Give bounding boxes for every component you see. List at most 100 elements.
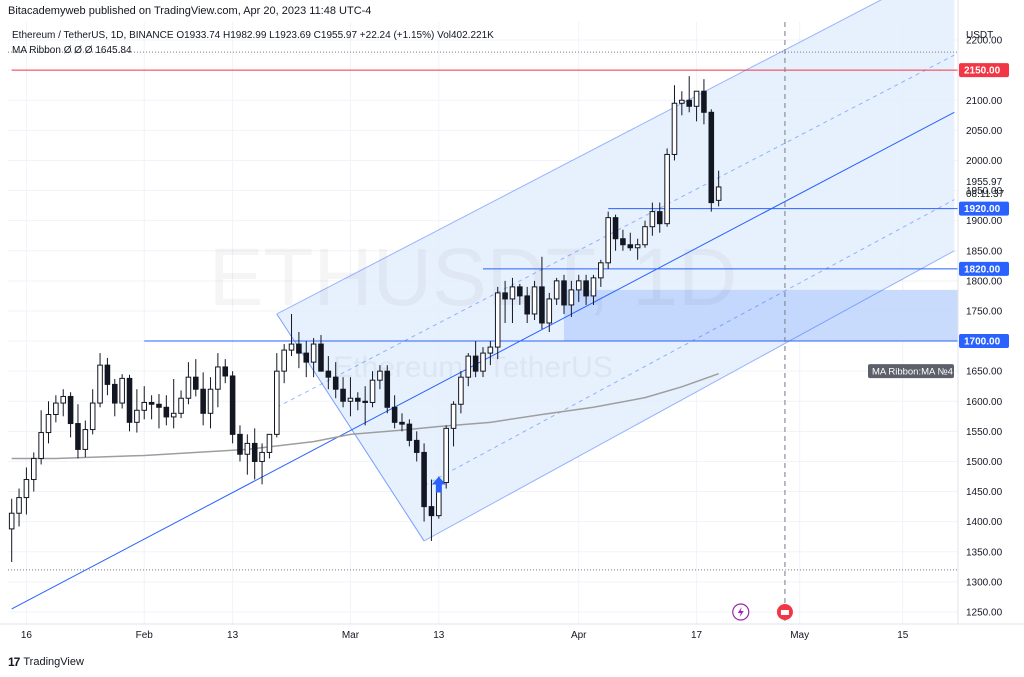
price-tick-label: 1600.00 — [966, 397, 1003, 408]
price-tick-label: 1900.00 — [966, 216, 1003, 227]
candle-body — [332, 376, 339, 390]
tradingview-logo-icon: 17 — [8, 655, 20, 669]
price-tick-label: 1950.00 — [966, 186, 1003, 197]
price-tick-label: 2200.00 — [966, 36, 1003, 47]
indicator-legend: MA Ribbon Ø Ø Ø 1645.84 — [12, 45, 132, 56]
candle-body — [443, 427, 449, 484]
candle-body — [266, 433, 273, 453]
time-tick-label: 13 — [433, 630, 445, 641]
candle-body — [531, 286, 538, 315]
price-tick-label: 2050.00 — [966, 126, 1003, 137]
candle-body — [362, 400, 368, 403]
price-tick-label: 1800.00 — [966, 276, 1003, 287]
level-label-1820.00: 1820.00 — [964, 264, 1001, 275]
time-tick-label: 17 — [691, 630, 703, 641]
candle-body — [75, 423, 81, 450]
candle-body — [318, 343, 324, 372]
price-tick-label: 1350.00 — [966, 547, 1003, 558]
candle-body — [274, 370, 280, 435]
candle-body — [8, 512, 15, 530]
time-tick-label: Feb — [136, 630, 154, 641]
publisher-header: Bitacademyweb published on TradingView.c… — [8, 5, 371, 17]
candle-body — [141, 401, 148, 411]
candle-body — [369, 379, 376, 403]
candle-body — [296, 343, 302, 354]
price-tick-label: 1750.00 — [966, 306, 1003, 317]
lightning-glyph-icon — [737, 607, 744, 617]
channel-lower-line — [423, 250, 955, 542]
candle-body — [517, 286, 523, 297]
candle-body — [413, 439, 420, 453]
candle-body — [45, 414, 52, 434]
candle-body — [546, 298, 553, 324]
candle-body — [178, 397, 184, 414]
candle-body — [671, 102, 678, 155]
candle-body — [590, 277, 597, 297]
time-tick-label: Mar — [342, 630, 360, 641]
price-tick-label: 1550.00 — [966, 427, 1003, 438]
candle-body — [377, 370, 383, 381]
candle-body — [237, 433, 243, 455]
candle-body — [104, 364, 111, 385]
price-tick-label: 1250.00 — [966, 607, 1003, 618]
candle-body — [598, 262, 604, 279]
candle-body — [708, 111, 715, 204]
candle-body — [656, 211, 663, 225]
candle-body — [53, 402, 59, 416]
candle-body — [229, 375, 236, 435]
candle-body — [126, 377, 133, 423]
candle-body — [634, 244, 641, 249]
channel-upper-line — [276, 0, 882, 315]
candle-body — [82, 429, 89, 450]
candle-body — [193, 376, 199, 390]
candle-body — [251, 442, 258, 462]
candle-body — [494, 292, 501, 348]
candle-body — [170, 412, 177, 418]
price-tick-label: 1650.00 — [966, 367, 1003, 378]
arrow-up-icon — [431, 476, 446, 493]
candle-body — [355, 397, 361, 402]
candle-body — [605, 217, 611, 264]
level-label-bg — [959, 261, 1009, 276]
candle-body — [649, 211, 656, 228]
candle-body — [67, 395, 74, 425]
candle-body — [679, 99, 685, 104]
candle-body — [30, 457, 37, 481]
time-tick-label: Apr — [571, 630, 587, 641]
candle-body — [325, 370, 332, 378]
time-tick-label: 16 — [21, 630, 33, 641]
candle-body — [458, 376, 464, 405]
candle-body — [112, 383, 118, 404]
level-label-bg — [959, 201, 1009, 216]
candle-body — [612, 217, 619, 240]
candle-body — [60, 395, 67, 404]
candle-body — [487, 346, 494, 354]
candle-body — [259, 451, 265, 462]
candle-body — [89, 402, 96, 431]
candle-body — [288, 343, 295, 351]
ma-label-bg — [868, 364, 954, 379]
candle-body — [23, 479, 30, 499]
candle-body — [16, 497, 22, 514]
current-price-label: 1955.97 — [966, 177, 1003, 188]
candle-body — [664, 153, 670, 225]
price-tick-label: 2100.00 — [966, 96, 1003, 107]
published-line: Bitacademyweb published on TradingView.c… — [8, 5, 372, 17]
candle-body — [281, 349, 287, 372]
ma-label: MA Ribbon:MA №4 — [872, 367, 953, 378]
candle-body — [244, 442, 251, 455]
time-tick-label: 15 — [897, 630, 909, 641]
candle-body — [465, 355, 472, 378]
level-label-1920.00: 1920.00 — [964, 204, 1001, 215]
candle-body — [156, 403, 162, 408]
candle-body — [421, 451, 427, 508]
candle-body — [472, 355, 479, 372]
candle-body — [575, 280, 582, 291]
price-tick-label: 1450.00 — [966, 487, 1003, 498]
support-zone — [564, 289, 958, 342]
price-tick-label: 1300.00 — [966, 577, 1003, 588]
candle-body — [406, 423, 413, 441]
candle-body — [119, 377, 125, 404]
time-tick-label: 13 — [227, 630, 239, 641]
